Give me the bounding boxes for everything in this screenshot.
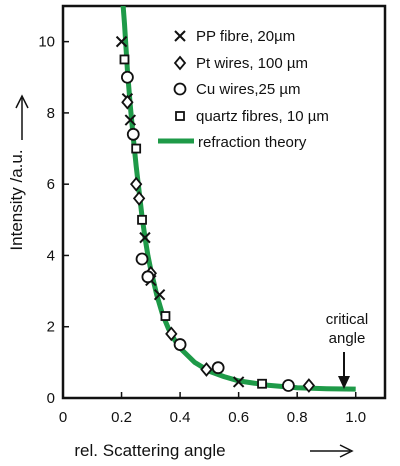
data-point-square: [137, 214, 147, 225]
x-tick-label: 0.8: [287, 409, 308, 426]
legend-marker-circle: [173, 82, 187, 96]
data-point-diamond: [132, 191, 146, 206]
critical-angle-label-line1: critical: [326, 311, 369, 328]
legend-label-cu: Cu wires,25 µm: [196, 81, 301, 98]
data-point-diamond: [302, 378, 316, 393]
data-point-circle: [211, 361, 225, 375]
x-tick-label: 0.4: [170, 409, 191, 426]
data-point-square: [119, 54, 130, 65]
x-tick-label: 0: [59, 409, 67, 426]
legend: PP fibre, 20µm Pt wires, 100 µm Cu wires…: [158, 28, 329, 151]
y-axis-arrow: [15, 94, 29, 140]
data-markers: [115, 35, 316, 393]
plot-frame: [61, 4, 387, 400]
x-tick-label: 0.6: [228, 409, 249, 426]
data-point-diamond: [121, 94, 134, 110]
data-point-x: [232, 376, 245, 388]
data-point-circle: [126, 127, 140, 141]
y-tick-label: 10: [38, 34, 55, 51]
data-point-circle: [281, 379, 295, 392]
legend-label-pt: Pt wires, 100 µm: [196, 55, 308, 72]
data-point-x: [153, 288, 166, 301]
legend-label-quartz: quartz fibres, 10 µm: [196, 108, 329, 125]
legend-marker-x: [174, 30, 186, 42]
legend-label-theory: refraction theory: [198, 134, 307, 151]
x-tick-label: 1.0: [345, 409, 366, 426]
data-point-circle: [121, 70, 134, 84]
axis-ticks: 0 0.2 0.4 0.6 0.8 1.0 0 2 4 6 8 10: [38, 34, 366, 426]
legend-marker-diamond: [173, 55, 187, 71]
y-tick-label: 6: [47, 176, 55, 193]
y-tick-label: 4: [47, 247, 55, 264]
data-point-circle: [135, 252, 149, 266]
y-tick-label: 8: [47, 105, 55, 122]
data-point-x: [115, 35, 128, 48]
data-point-x: [139, 231, 151, 244]
critical-angle-label-line2: angle: [329, 330, 366, 347]
data-point-circle: [141, 270, 155, 284]
data-point-square: [257, 378, 267, 389]
data-point-circle: [173, 338, 187, 351]
data-point-diamond: [165, 326, 178, 342]
y-tick-label: 2: [47, 319, 55, 336]
data-point-diamond: [130, 176, 143, 192]
data-point-x: [124, 114, 137, 126]
x-axis-label: rel. Scattering angle: [74, 441, 225, 460]
y-tick-label: 0: [47, 390, 55, 407]
data-point-diamond: [200, 362, 213, 377]
data-point-square: [160, 311, 171, 321]
y-axis-label: Intensity /a.u.: [7, 149, 26, 250]
x-tick-label: 0.2: [111, 409, 132, 426]
data-point-square: [131, 143, 142, 154]
legend-marker-square: [175, 111, 185, 121]
legend-label-pp: PP fibre, 20µm: [196, 28, 295, 45]
x-axis-arrow: [310, 444, 354, 458]
critical-angle-arrow: [338, 352, 350, 389]
